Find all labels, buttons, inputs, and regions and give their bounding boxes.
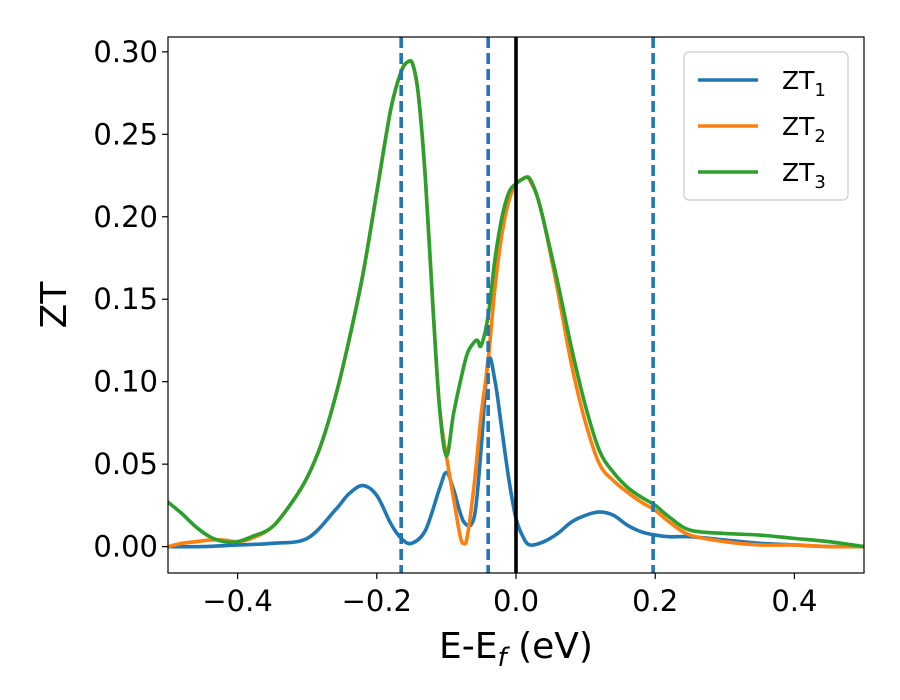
x-tick-label: 0.0 (493, 584, 539, 618)
x-axis-title-unit: (eV) (507, 626, 593, 667)
y-tick-label: 0.25 (93, 117, 158, 151)
x-axis-title-main: E-E (439, 626, 497, 667)
y-tick-label: 0.15 (93, 282, 158, 316)
x-tick-label: −0.2 (342, 584, 412, 618)
x-tick-label: 0.4 (771, 584, 817, 618)
x-axis-title: E-Ef (eV) (439, 626, 593, 673)
series-line-zt1 (168, 355, 864, 549)
x-tick-label: −0.4 (202, 584, 272, 618)
y-tick-label: 0.05 (93, 447, 158, 481)
series-line-zt3 (168, 58, 864, 549)
legend-box (683, 51, 849, 201)
legend-label-zt3: ZT3 (782, 158, 826, 193)
y-tick-label: 0.20 (93, 200, 158, 234)
y-tick-label: 0.30 (93, 35, 158, 69)
legend-label-zt1: ZT1 (782, 66, 826, 101)
y-tick-label: 0.00 (93, 530, 158, 564)
legend-label-zt2: ZT2 (782, 112, 826, 147)
x-tick-label: 0.2 (632, 584, 678, 618)
y-axis-title: ZT (34, 281, 75, 329)
legend: ZT1 ZT2 ZT3 (683, 51, 849, 201)
y-tick-label: 0.10 (93, 365, 158, 399)
